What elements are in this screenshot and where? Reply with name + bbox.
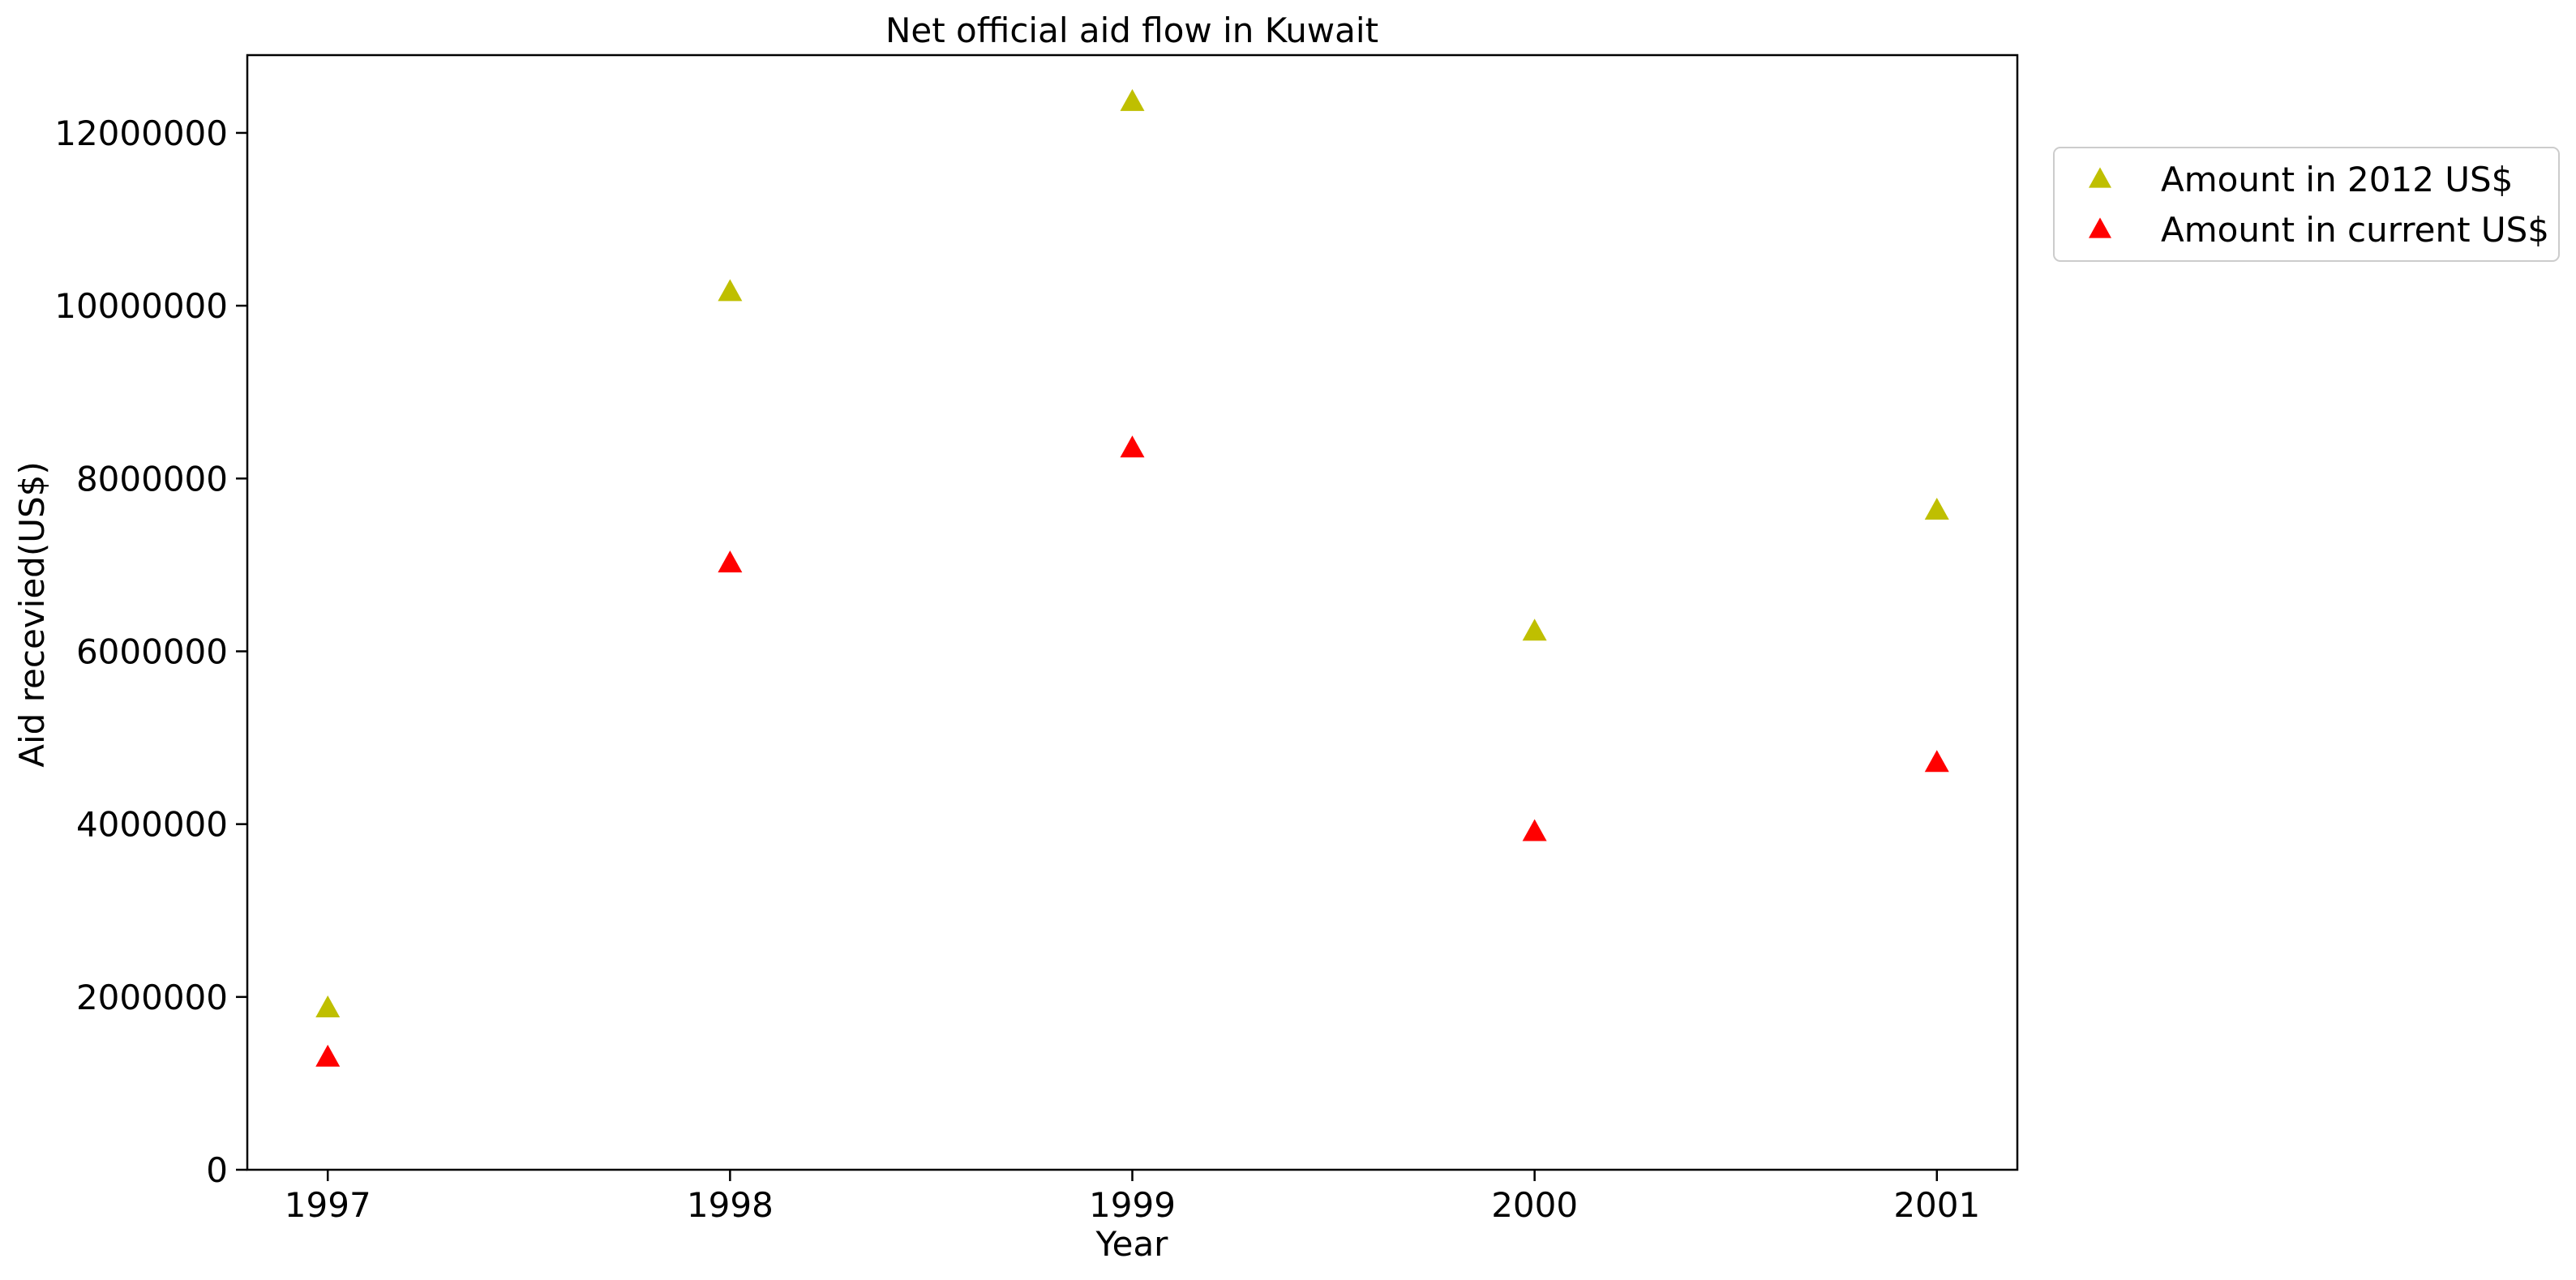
legend-label: Amount in 2012 US$ [2161,160,2513,199]
data-point [1924,750,1949,773]
data-point [1522,619,1547,641]
data-point [718,279,743,302]
x-tick-label: 1999 [1089,1185,1176,1225]
y-tick-label: 4000000 [76,805,228,845]
data-point [315,1044,341,1067]
data-point [315,995,341,1018]
data-point [718,550,743,573]
y-tick-label: 10000000 [54,286,228,326]
legend: Amount in 2012 US$ Amount in current US$ [2053,147,2560,262]
x-tick-label: 2001 [1893,1185,1980,1225]
y-tick-label: 6000000 [76,631,228,671]
legend-item: Amount in 2012 US$ [2089,160,2513,199]
data-point [1522,819,1547,841]
legend-box [2053,147,2560,262]
legend-marker [2089,167,2111,188]
x-tick-label: 1997 [285,1185,371,1225]
x-axis-label: Year [1095,1224,1169,1264]
x-tick-label: 1998 [687,1185,774,1225]
y-tick-label: 12000000 [54,113,228,153]
legend-item: Amount in current US$ [2089,210,2549,250]
y-tick-label: 0 [206,1150,228,1190]
series-1 [315,88,1949,1018]
y-tick-label: 2000000 [76,978,228,1017]
plot-frame [246,54,2019,1171]
plot-area: 0 2000000 4000000 6000000 8000000 10000000 120… [54,54,2019,1225]
chart-title: Net official aid flow in Kuwait [885,11,1378,50]
legend-marker [2089,217,2111,238]
data-point [1924,498,1949,520]
legend-label: Amount in current US$ [2161,210,2549,250]
y-axis-label: Aid recevied(US$) [12,461,52,767]
x-tick-label: 2000 [1491,1185,1578,1225]
y-tick-label: 8000000 [76,459,228,499]
data-point [1120,435,1145,458]
data-point [1120,88,1145,111]
series-2 [315,435,1949,1067]
